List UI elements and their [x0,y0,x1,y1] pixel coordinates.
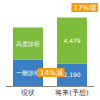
svg-text:将来(予想): 将来(予想) [54,89,89,97]
svg-text:2,190: 2,190 [63,71,80,78]
svg-text:14%減: 14%減 [40,69,63,77]
svg-text:高度診療: 高度診療 [16,40,40,47]
svg-text:4,479: 4,479 [63,37,80,44]
svg-text:17%増: 17%増 [73,3,96,12]
svg-text:一般診療: 一般診療 [16,69,40,76]
svg-text:現状: 現状 [21,89,35,97]
